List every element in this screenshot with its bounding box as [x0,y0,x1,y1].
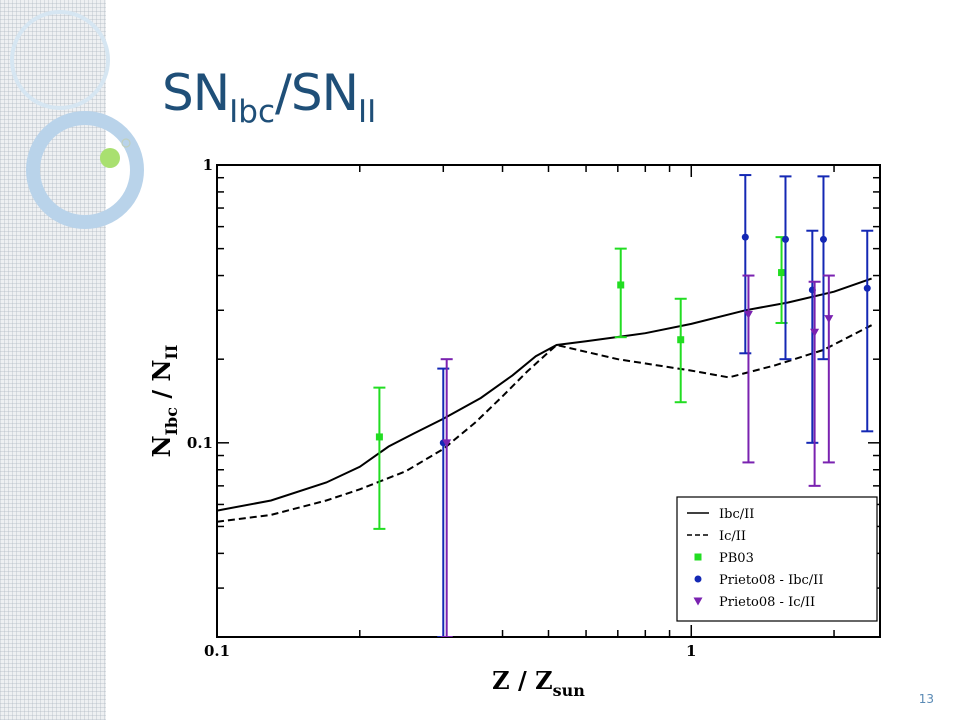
title-subscript: II [358,94,377,130]
title-separator: / [275,64,292,122]
line-ic-ii [217,324,873,523]
line-ibc-ii [217,277,872,512]
deco-dot-small [121,138,131,148]
legend-entry-ibc-ii-label: Ibc/II [719,507,754,522]
series-prieto08-ic-ii-point [442,439,452,448]
title-part: SN [290,64,359,122]
title-subscript: Ibc [229,94,276,130]
legend-entry-ic-ii-label: Ic/II [719,529,746,544]
plot-area [217,174,874,637]
series-prieto08-ic-ii-point [743,310,753,319]
series-pb03-point [375,433,383,441]
legend-entry-prieto08-ic-ii-swatch [693,597,703,606]
legend-entry-pb03-label: PB03 [719,551,754,566]
legend-entry-pb03-swatch [694,553,702,561]
deco-dot-green [100,148,120,168]
legend-entry-prieto08-ic-ii-label: Prieto08 - Ic/II [719,595,815,610]
series-pb03-point [778,269,786,277]
y-axis-label: NIbc / NII [147,345,181,458]
slide-title: SNIbc/SNII [162,64,376,130]
x-tick-label: 0.1 [204,642,230,660]
series-prieto08-ibc-ii-point [781,235,789,243]
decorative-circles [10,10,144,229]
series-prieto08-ibc-ii-point [863,284,871,292]
legend-box [676,496,878,622]
series-prieto08-ibc-ii-point [741,233,749,241]
x-tick-label: 1 [686,642,696,660]
chart: 0.1 1 0.1 1 Z / Zsun NIbc / NII Ibc/II Ic/II PB0… [147,156,881,700]
deco-ring-large [10,10,110,110]
series-prieto08-ibc-ii-point [819,235,827,243]
slide-number: 13 [918,692,934,706]
series-pb03-point [617,281,625,289]
legend-entry-prieto08-ibc-ii-label: Prieto08 - Ibc/II [719,573,823,588]
series-prieto08-ic-ii-point [824,315,834,324]
y-tick-label: 1 [203,156,213,174]
y-tick-label: 0.1 [187,434,213,452]
title-part: SN [162,64,230,122]
x-axis-label: Z / Zsun [492,666,585,700]
deco-ring-blue [26,111,144,229]
series-pb03-point [677,336,685,344]
legend-entry-prieto08-ibc-ii-swatch [694,575,702,583]
series-prieto08-ic-ii-point [810,328,820,337]
